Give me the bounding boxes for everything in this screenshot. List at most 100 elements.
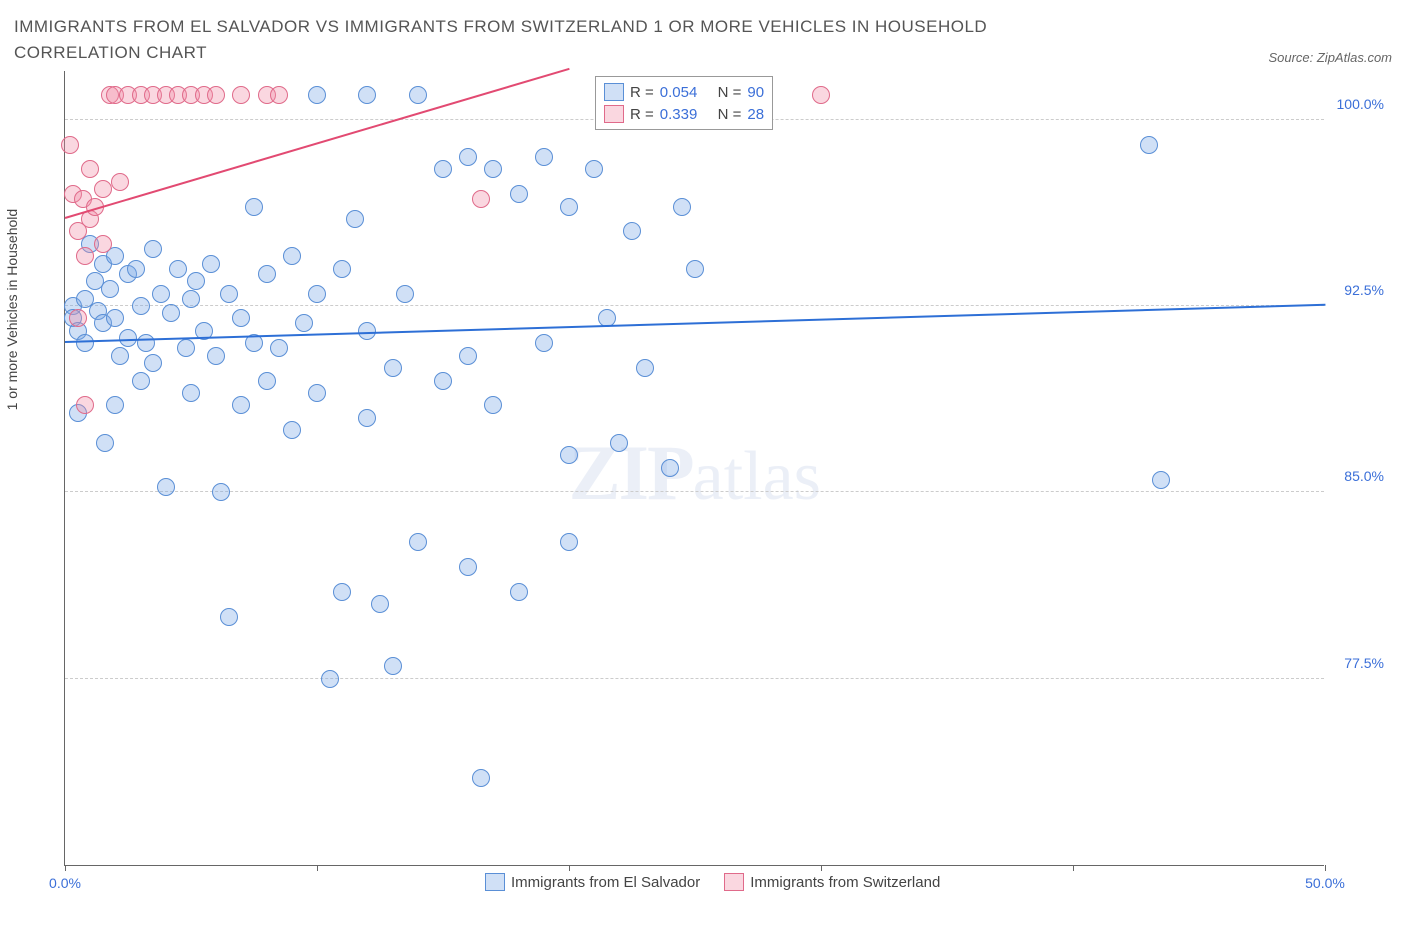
data-point-el_salvador <box>1140 136 1158 154</box>
chart-title: IMMIGRANTS FROM EL SALVADOR VS IMMIGRANT… <box>14 14 1114 65</box>
data-point-el_salvador <box>220 285 238 303</box>
data-point-el_salvador <box>127 260 145 278</box>
data-point-el_salvador <box>333 583 351 601</box>
data-point-el_salvador <box>232 309 250 327</box>
gridline-h <box>65 678 1324 679</box>
data-point-switzerland <box>207 86 225 104</box>
data-point-switzerland <box>76 396 94 414</box>
data-point-el_salvador <box>169 260 187 278</box>
data-point-el_salvador <box>207 347 225 365</box>
data-point-switzerland <box>94 180 112 198</box>
data-point-el_salvador <box>686 260 704 278</box>
x-tick <box>1073 865 1074 871</box>
data-point-el_salvador <box>610 434 628 452</box>
legend-swatch <box>604 105 624 123</box>
data-point-el_salvador <box>409 86 427 104</box>
data-point-el_salvador <box>111 347 129 365</box>
data-point-el_salvador <box>96 434 114 452</box>
stats-box: R = 0.054 N = 90R = 0.339 N = 28 <box>595 76 773 130</box>
data-point-el_salvador <box>137 334 155 352</box>
data-point-el_salvador <box>535 148 553 166</box>
stats-row-el_salvador: R = 0.054 N = 90 <box>604 81 764 103</box>
data-point-el_salvador <box>101 280 119 298</box>
data-point-switzerland <box>61 136 79 154</box>
data-point-el_salvador <box>434 160 452 178</box>
data-point-el_salvador <box>308 86 326 104</box>
data-point-el_salvador <box>232 396 250 414</box>
x-tick-label: 0.0% <box>49 875 81 891</box>
data-point-el_salvador <box>270 339 288 357</box>
data-point-el_salvador <box>212 483 230 501</box>
data-point-el_salvador <box>409 533 427 551</box>
y-tick-label: 100.0% <box>1329 96 1384 112</box>
data-point-el_salvador <box>258 372 276 390</box>
data-point-switzerland <box>69 309 87 327</box>
data-point-el_salvador <box>187 272 205 290</box>
data-point-el_salvador <box>358 409 376 427</box>
data-point-el_salvador <box>333 260 351 278</box>
data-point-el_salvador <box>560 533 578 551</box>
data-point-el_salvador <box>144 354 162 372</box>
data-point-switzerland <box>76 247 94 265</box>
data-point-el_salvador <box>510 185 528 203</box>
data-point-el_salvador <box>358 86 376 104</box>
data-point-el_salvador <box>308 285 326 303</box>
x-tick-label: 50.0% <box>1305 875 1345 891</box>
data-point-el_salvador <box>384 657 402 675</box>
data-point-el_salvador <box>585 160 603 178</box>
data-point-switzerland <box>232 86 250 104</box>
legend: Immigrants from El SalvadorImmigrants fr… <box>485 873 940 891</box>
data-point-el_salvador <box>434 372 452 390</box>
data-point-el_salvador <box>106 309 124 327</box>
y-tick-label: 77.5% <box>1329 655 1384 671</box>
data-point-el_salvador <box>371 595 389 613</box>
data-point-el_salvador <box>459 347 477 365</box>
legend-swatch <box>724 873 744 891</box>
chart-container: 1 or more Vehicles in Household ZIPatlas… <box>14 71 1392 911</box>
data-point-el_salvador <box>202 255 220 273</box>
data-point-el_salvador <box>661 459 679 477</box>
data-point-switzerland <box>81 160 99 178</box>
watermark: ZIPatlas <box>569 428 821 518</box>
data-point-el_salvador <box>1152 471 1170 489</box>
y-tick-label: 85.0% <box>1329 468 1384 484</box>
data-point-switzerland <box>111 173 129 191</box>
data-point-el_salvador <box>484 160 502 178</box>
data-point-el_salvador <box>510 583 528 601</box>
data-point-el_salvador <box>459 558 477 576</box>
data-point-el_salvador <box>673 198 691 216</box>
y-tick-label: 92.5% <box>1329 282 1384 298</box>
data-point-el_salvador <box>535 334 553 352</box>
data-point-el_salvador <box>346 210 364 228</box>
data-point-el_salvador <box>76 334 94 352</box>
data-point-el_salvador <box>162 304 180 322</box>
x-tick <box>1325 865 1326 871</box>
data-point-el_salvador <box>384 359 402 377</box>
data-point-el_salvador <box>106 396 124 414</box>
data-point-el_salvador <box>560 446 578 464</box>
gridline-h <box>65 305 1324 306</box>
y-axis-label: 1 or more Vehicles in Household <box>4 209 20 411</box>
legend-swatch <box>485 873 505 891</box>
plot-area: ZIPatlas 77.5%85.0%92.5%100.0%0.0%50.0%R… <box>64 71 1324 866</box>
data-point-switzerland <box>94 235 112 253</box>
data-point-el_salvador <box>459 148 477 166</box>
data-point-el_salvador <box>152 285 170 303</box>
data-point-el_salvador <box>132 297 150 315</box>
data-point-el_salvador <box>321 670 339 688</box>
data-point-el_salvador <box>283 421 301 439</box>
x-tick <box>821 865 822 871</box>
data-point-el_salvador <box>472 769 490 787</box>
data-point-el_salvador <box>484 396 502 414</box>
data-point-el_salvador <box>623 222 641 240</box>
x-tick <box>65 865 66 871</box>
data-point-el_salvador <box>177 339 195 357</box>
x-tick <box>317 865 318 871</box>
data-point-el_salvador <box>295 314 313 332</box>
x-tick <box>569 865 570 871</box>
data-point-switzerland <box>270 86 288 104</box>
data-point-el_salvador <box>220 608 238 626</box>
data-point-el_salvador <box>258 265 276 283</box>
data-point-el_salvador <box>636 359 654 377</box>
legend-swatch <box>604 83 624 101</box>
